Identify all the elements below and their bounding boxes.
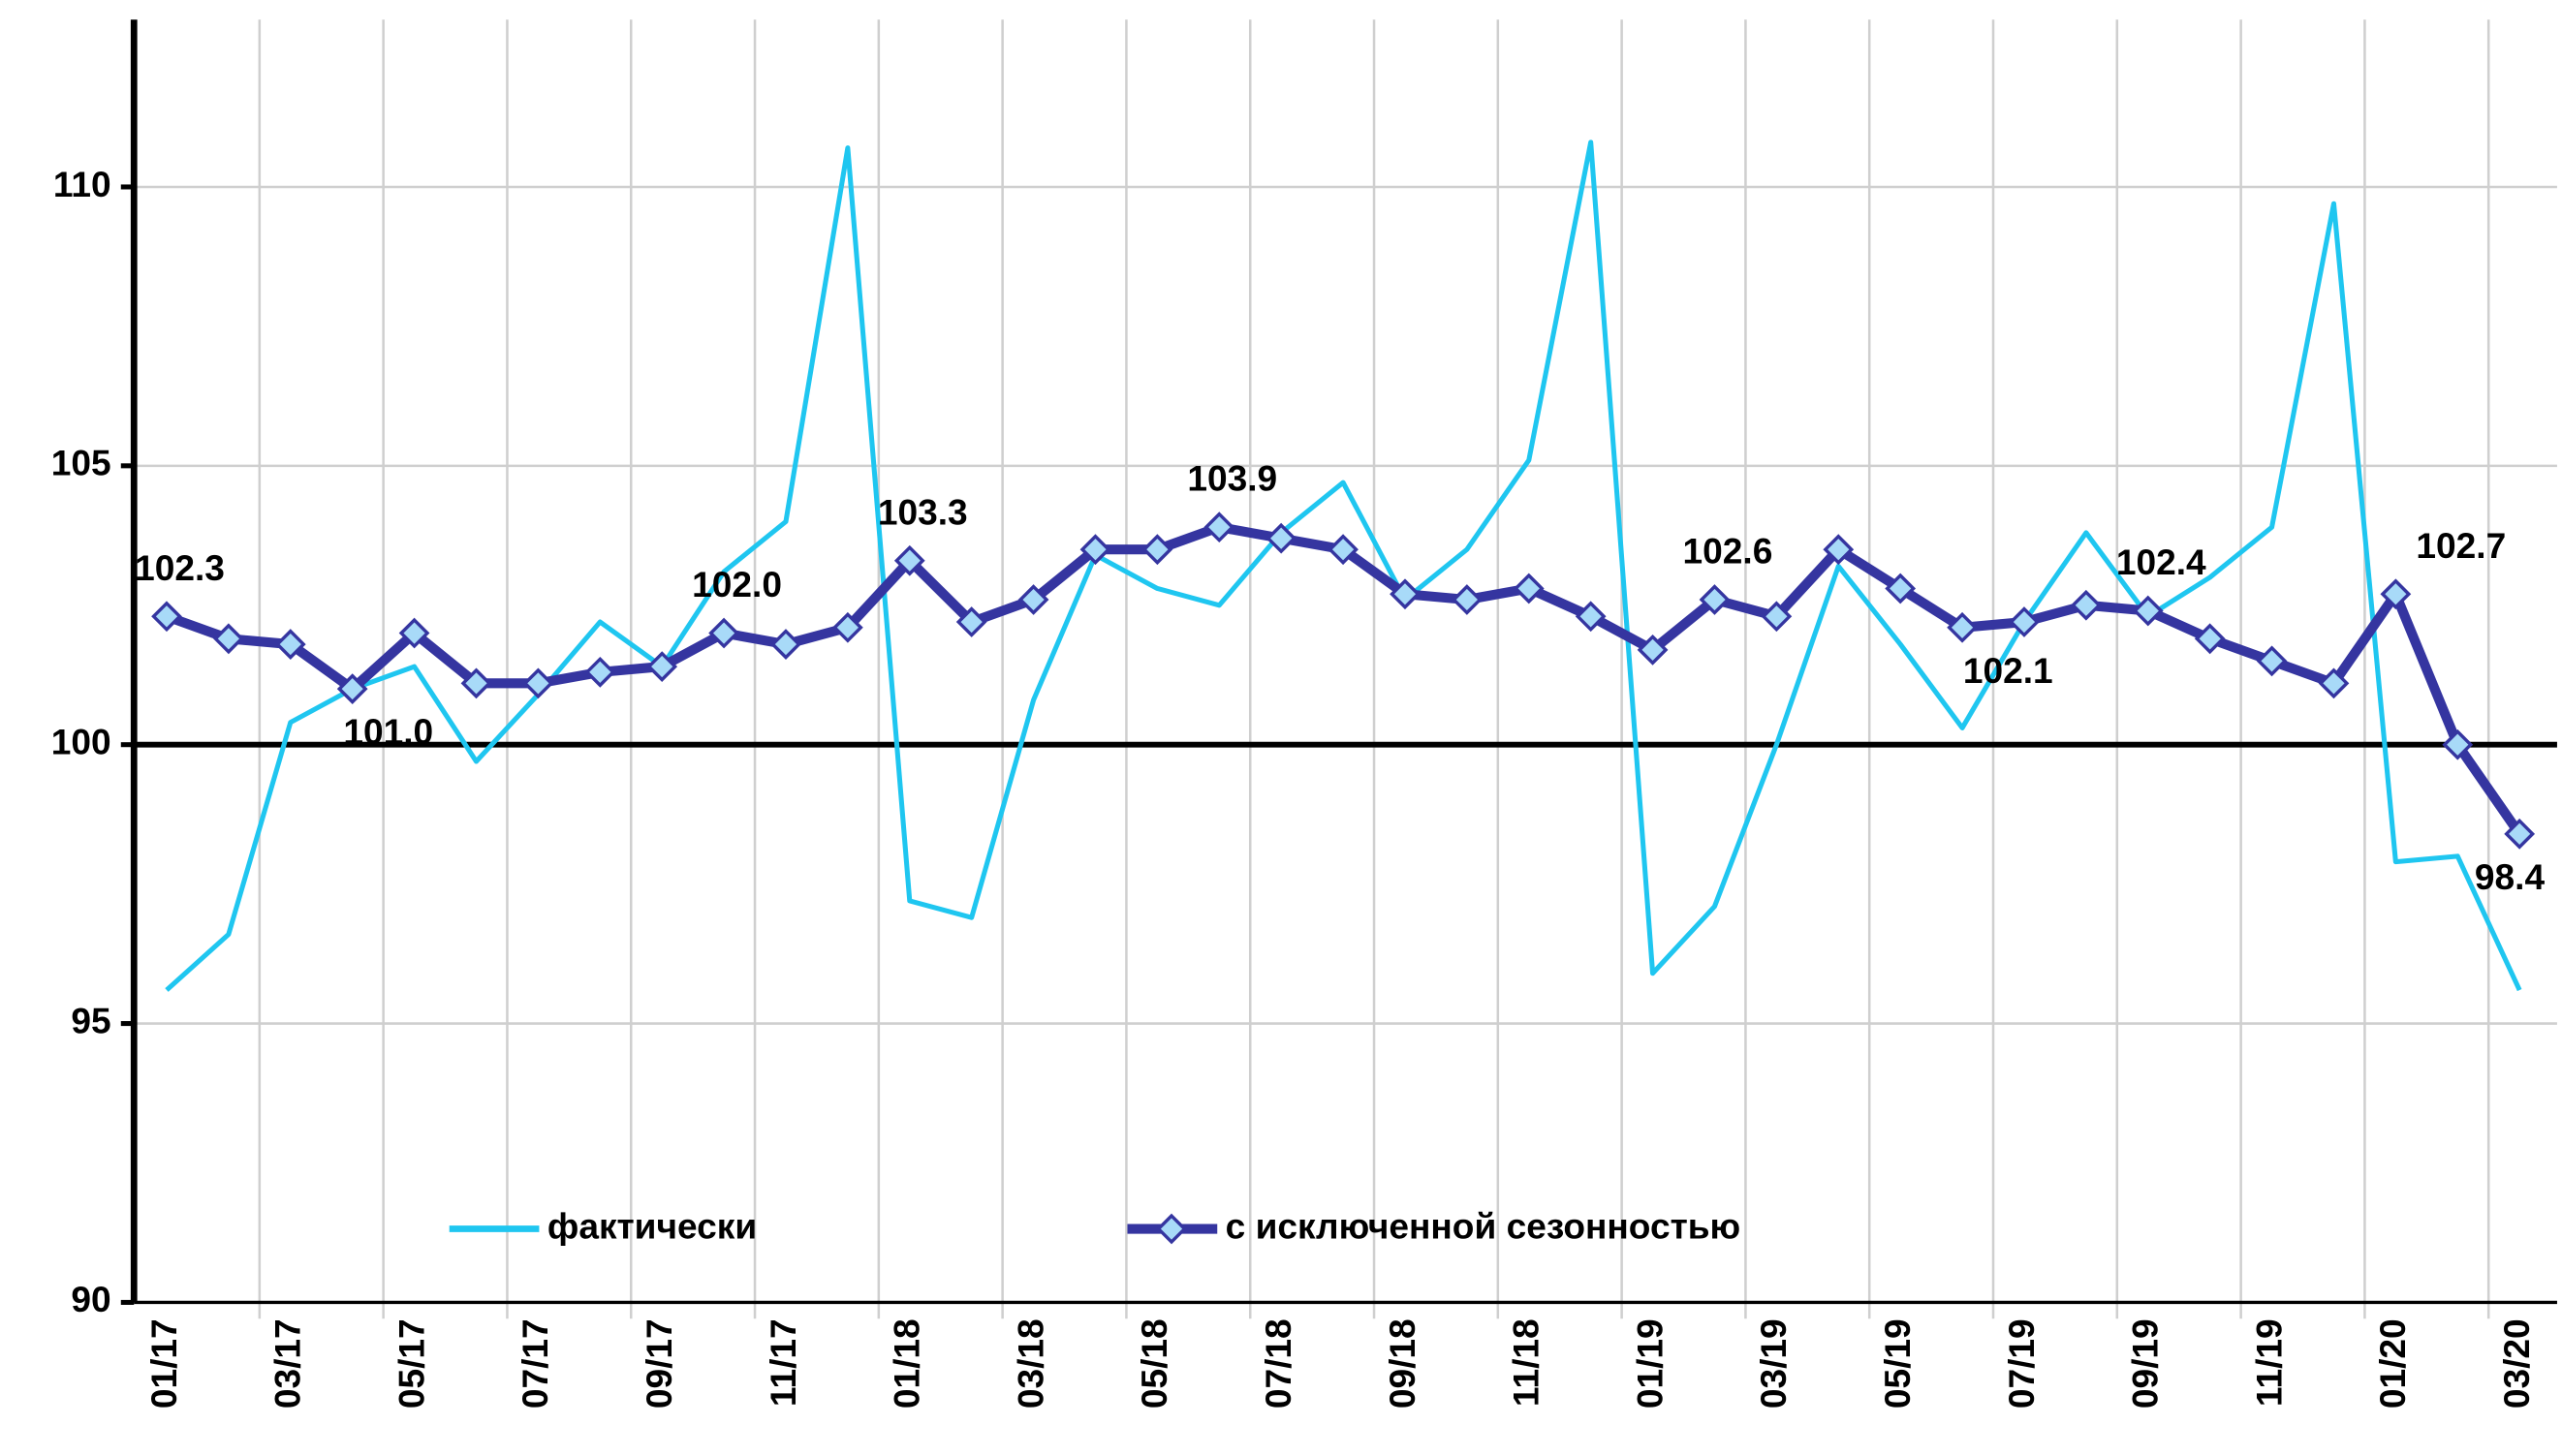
marker bbox=[460, 667, 492, 699]
x-tick-label: 03/19 bbox=[1753, 1318, 1794, 1409]
marker bbox=[1513, 573, 1545, 604]
marker bbox=[336, 673, 368, 705]
marker bbox=[832, 611, 863, 643]
x-tick-label: 09/18 bbox=[1382, 1318, 1422, 1409]
marker bbox=[770, 629, 801, 660]
legend-label: фактически bbox=[547, 1205, 757, 1246]
marker bbox=[1203, 511, 1235, 543]
y-tick-label: 100 bbox=[51, 721, 111, 761]
x-tick-label: 07/17 bbox=[515, 1318, 555, 1409]
y-tick-label: 90 bbox=[71, 1279, 110, 1319]
marker bbox=[708, 617, 739, 649]
marker bbox=[1823, 534, 1855, 566]
x-tick-label: 03/17 bbox=[267, 1318, 308, 1409]
x-tick-label: 07/19 bbox=[2001, 1318, 2042, 1409]
x-tick-label: 09/17 bbox=[639, 1318, 679, 1409]
marker bbox=[1328, 534, 1359, 566]
marker bbox=[955, 606, 987, 637]
marker bbox=[1699, 584, 1731, 615]
marker bbox=[1451, 584, 1483, 615]
marker bbox=[2380, 578, 2412, 610]
marker bbox=[1637, 634, 1669, 666]
marker bbox=[2070, 589, 2102, 621]
marker bbox=[2132, 595, 2164, 627]
x-tick-label: 05/17 bbox=[391, 1318, 431, 1409]
y-tick-label: 95 bbox=[71, 1000, 110, 1040]
marker bbox=[2009, 606, 2040, 637]
x-tick-label: 01/19 bbox=[1629, 1318, 1670, 1409]
y-tick-label: 105 bbox=[51, 443, 111, 483]
data-label: 102.6 bbox=[1683, 531, 1773, 572]
marker bbox=[2504, 818, 2536, 850]
series-line bbox=[165, 139, 2522, 992]
data-label: 102.7 bbox=[2416, 525, 2506, 566]
marker bbox=[274, 629, 306, 660]
marker bbox=[398, 617, 430, 649]
marker bbox=[1017, 584, 1049, 615]
x-tick-label: 11/18 bbox=[1506, 1318, 1547, 1407]
x-tick-label: 05/19 bbox=[1877, 1318, 1918, 1409]
data-label: 102.1 bbox=[1963, 650, 2053, 691]
x-tick-label: 03/18 bbox=[1010, 1318, 1050, 1409]
marker bbox=[1141, 534, 1173, 566]
marker bbox=[1265, 522, 1297, 554]
x-tick-label: 11/19 bbox=[2248, 1318, 2289, 1407]
marker bbox=[2256, 645, 2288, 677]
data-label: 101.0 bbox=[343, 711, 433, 752]
x-tick-label: 03/20 bbox=[2496, 1318, 2537, 1409]
y-tick-label: 110 bbox=[53, 164, 111, 204]
marker bbox=[2194, 623, 2226, 655]
x-tick-label: 05/18 bbox=[1134, 1318, 1174, 1409]
x-tick-label: 01/18 bbox=[887, 1318, 927, 1409]
legend-marker bbox=[1156, 1213, 1187, 1245]
marker bbox=[1947, 611, 1978, 643]
data-label: 102.3 bbox=[135, 547, 225, 588]
marker bbox=[646, 651, 678, 682]
x-tick-label: 11/17 bbox=[763, 1318, 803, 1407]
x-tick-label: 01/20 bbox=[2372, 1318, 2413, 1409]
marker bbox=[1390, 578, 1421, 610]
data-label: 102.0 bbox=[692, 564, 782, 604]
marker bbox=[213, 623, 244, 655]
data-label: 103.3 bbox=[878, 491, 968, 532]
data-label: 102.4 bbox=[2116, 542, 2206, 582]
marker bbox=[151, 601, 182, 633]
marker bbox=[584, 656, 616, 688]
marker bbox=[522, 667, 554, 699]
marker bbox=[893, 544, 925, 576]
x-tick-label: 07/18 bbox=[1258, 1318, 1298, 1409]
x-tick-label: 01/17 bbox=[143, 1318, 184, 1409]
marker bbox=[1885, 573, 1917, 604]
data-label: 103.9 bbox=[1187, 458, 1277, 499]
marker bbox=[1761, 601, 1793, 633]
data-label: 98.4 bbox=[2475, 856, 2546, 897]
marker bbox=[2442, 728, 2474, 760]
marker bbox=[1079, 534, 1111, 566]
marker bbox=[2318, 667, 2350, 699]
legend-label: с исключенной сезонностью bbox=[1226, 1205, 1741, 1246]
x-tick-label: 09/19 bbox=[2125, 1318, 2166, 1409]
marker bbox=[1575, 601, 1607, 633]
